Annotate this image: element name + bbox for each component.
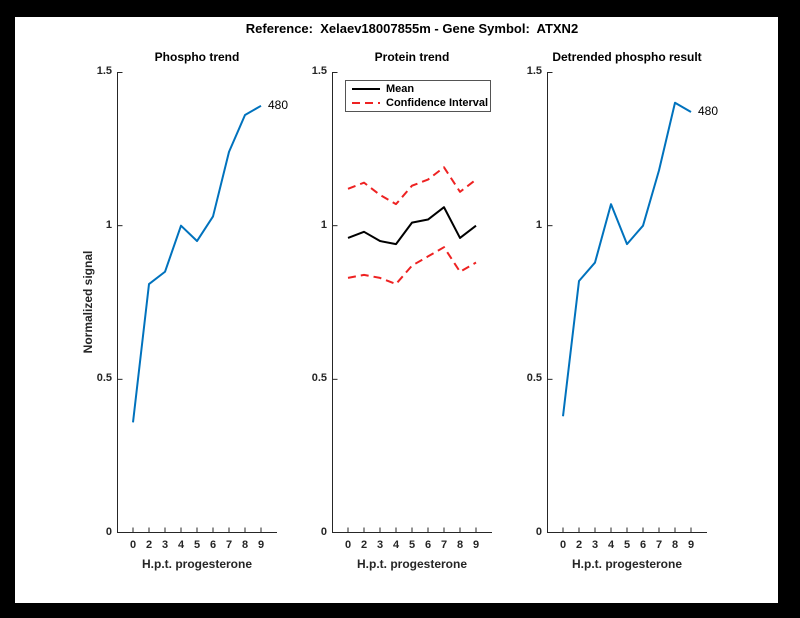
subplot-detrended-phospho: Detrended phospho result 0 2 3 4 5 6 7 8 9 0 0.5 1 1… bbox=[527, 50, 718, 571]
x-tick-label: 3 bbox=[161, 539, 169, 551]
x-tick-label: 9 bbox=[472, 539, 480, 551]
y-tick-label: 1.5 bbox=[311, 65, 327, 77]
x-tick-label: 2 bbox=[575, 539, 583, 551]
phospho-signal-line bbox=[132, 104, 262, 423]
y-tick-label: 0 bbox=[320, 526, 327, 538]
figure-title: Reference: Xelaev18007855m - Gene Symbol… bbox=[245, 21, 579, 36]
subplot-title-phospho: Phospho trend bbox=[154, 50, 240, 64]
y-tick-label: 1 bbox=[105, 218, 112, 231]
x-tick-label: 7 bbox=[225, 539, 233, 551]
x-axis-label: H.p.t. progesterone bbox=[356, 557, 468, 571]
legend: Mean Confidence Interval bbox=[345, 80, 491, 112]
y-axis-label: Normalized signal bbox=[81, 250, 95, 354]
y-tick-label: 0 bbox=[535, 526, 542, 538]
y-tick-label: 1.5 bbox=[526, 65, 542, 77]
detrended-phospho-signal-line bbox=[562, 101, 692, 417]
y-tick-label: 0 bbox=[105, 526, 112, 538]
x-tick-label: 4 bbox=[177, 539, 185, 551]
subplot-title-protein: Protein trend bbox=[374, 50, 450, 64]
x-tick-label: 5 bbox=[193, 539, 201, 551]
y-tick-label: 0.5 bbox=[311, 372, 327, 385]
endpoint-annotation-phospho: 480 bbox=[268, 97, 289, 112]
legend-item-confidence-interval: Confidence Interval bbox=[352, 96, 490, 110]
y-tick-label: 0.5 bbox=[96, 372, 112, 385]
y-tick-label: 1 bbox=[535, 218, 542, 231]
x-axis-label: H.p.t. progesterone bbox=[141, 557, 253, 571]
x-tick-label: 3 bbox=[591, 539, 599, 551]
plot-area-detrended: 0 2 3 4 5 6 7 8 9 0 0.5 1 1.5 bbox=[527, 65, 707, 551]
plot-svg bbox=[332, 72, 492, 533]
x-tick-label: 5 bbox=[408, 539, 416, 551]
y-tick-label: 1.5 bbox=[96, 65, 112, 77]
legend-label-confidence-interval: Confidence Interval bbox=[386, 97, 489, 110]
x-tick-label: 8 bbox=[671, 539, 679, 551]
upper-confidence-interval-line bbox=[347, 166, 477, 206]
y-tick-label: 0.5 bbox=[526, 372, 542, 385]
subplot-protein-trend: Protein trend 0 2 3 4 5 6 7 8 9 0 0.5 1 1.5 Mean Con… bbox=[312, 50, 492, 571]
legend-label-mean: Mean bbox=[386, 82, 415, 95]
x-tick-label: 7 bbox=[655, 539, 663, 551]
x-tick-label: 4 bbox=[392, 539, 400, 551]
x-tick-label: 4 bbox=[607, 539, 615, 551]
plot-area-protein: 0 2 3 4 5 6 7 8 9 0 0.5 1 1.5 bbox=[312, 65, 492, 551]
subplot-phospho-trend: Phospho trend 0 2 3 4 5 6 7 8 9 0 0.5 1 1.5 480 H.p.… bbox=[97, 50, 288, 571]
matlab-figure: Reference: Xelaev18007855m - Gene Symbol… bbox=[15, 17, 778, 603]
mean-line bbox=[347, 206, 477, 246]
x-tick-label: 8 bbox=[456, 539, 464, 551]
x-tick-label: 9 bbox=[687, 539, 695, 551]
endpoint-annotation-detrended: 480 bbox=[698, 103, 719, 118]
mean-line-swatch bbox=[352, 87, 380, 90]
plot-area-phospho: 0 2 3 4 5 6 7 8 9 0 0.5 1 1.5 bbox=[97, 65, 277, 551]
legend-item-mean: Mean bbox=[352, 82, 490, 96]
x-tick-label: 9 bbox=[257, 539, 265, 551]
x-tick-label: 0 bbox=[129, 539, 137, 551]
plot-svg bbox=[117, 72, 277, 533]
x-tick-label: 3 bbox=[376, 539, 384, 551]
subplot-title-detrended: Detrended phospho result bbox=[552, 50, 702, 64]
x-tick-label: 2 bbox=[145, 539, 153, 551]
plot-svg bbox=[547, 72, 707, 533]
x-tick-label: 0 bbox=[559, 539, 567, 551]
x-tick-label: 5 bbox=[623, 539, 631, 551]
x-tick-label: 0 bbox=[344, 539, 352, 551]
x-tick-label: 6 bbox=[639, 539, 647, 551]
x-tick-label: 8 bbox=[241, 539, 249, 551]
x-tick-label: 6 bbox=[209, 539, 217, 551]
y-tick-label: 1 bbox=[320, 218, 327, 231]
confidence-interval-line-swatch bbox=[352, 102, 380, 105]
x-tick-label: 2 bbox=[360, 539, 368, 551]
lower-confidence-interval-line bbox=[347, 246, 477, 286]
x-axis-label: H.p.t. progesterone bbox=[571, 557, 683, 571]
x-tick-label: 6 bbox=[424, 539, 432, 551]
x-tick-label: 7 bbox=[440, 539, 448, 551]
